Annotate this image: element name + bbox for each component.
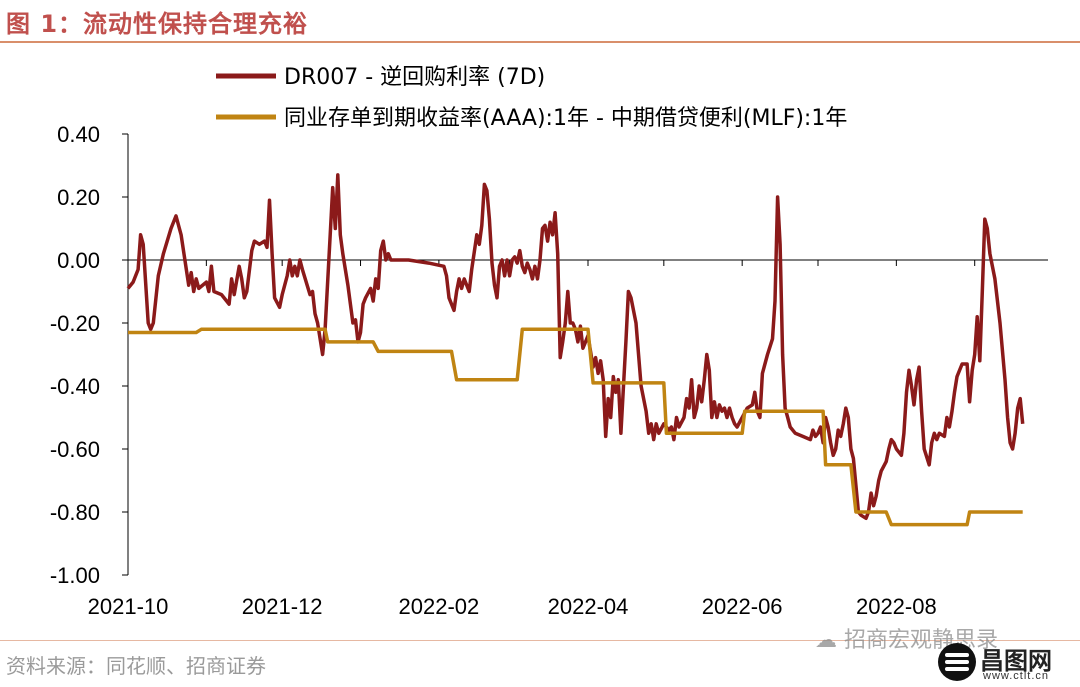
x-tick-label: 2022-02 <box>399 594 480 619</box>
legend-label-1: DR007 - 逆回购利率 (7D) <box>284 65 545 90</box>
y-tick-label: 0.20 <box>57 185 100 210</box>
x-tick-label: 2021-12 <box>242 594 323 619</box>
watermark-site-url: www.ctlt.cn <box>983 670 1050 682</box>
chart-legend: DR007 - 逆回购利率 (7D) 同业存单到期收益率(AAA):1年 - 中期… <box>216 65 847 131</box>
y-tick-label: 0.40 <box>57 122 100 147</box>
y-tick-label: -0.20 <box>50 311 100 336</box>
wechat-icon: ☁ <box>815 628 837 653</box>
y-tick-label: 0.00 <box>57 248 100 273</box>
source-rule <box>0 640 1080 641</box>
x-tick-label: 2022-04 <box>548 594 629 619</box>
series-line-1 <box>126 173 1025 521</box>
y-tick-label: -0.60 <box>50 437 100 462</box>
series-line-2 <box>128 327 1023 527</box>
watermark-wechat: ☁ 招商宏观静思录 <box>815 622 998 654</box>
title-rule <box>0 41 1080 43</box>
chart-axes: 0.40 0.20 0.00 -0.20 -0.40 -0.60 -0.80 -1.00 202… <box>50 122 1048 619</box>
y-tick-label: -0.40 <box>50 374 100 399</box>
y-tick-label: -1.00 <box>50 563 100 588</box>
line-chart: 0.40 0.20 0.00 -0.20 -0.40 -0.60 -0.80 -1.00 202… <box>50 65 1048 619</box>
legend-label-2: 同业存单到期收益率(AAA):1年 - 中期借贷便利(MLF):1年 <box>284 106 847 131</box>
source-note: 资料来源：同花顺、招商证券 <box>6 654 266 678</box>
x-tick-label: 2022-06 <box>702 594 783 619</box>
chart-series <box>126 173 1025 527</box>
site-logo-icon <box>938 643 976 681</box>
x-tick-label: 2022-08 <box>856 594 937 619</box>
watermark-wechat-text: 招商宏观静思录 <box>844 628 999 653</box>
x-tick-label: 2021-10 <box>88 594 169 619</box>
watermark-site-name: 昌图网 <box>980 647 1052 675</box>
figure-title: 图 1：流动性保持合理充裕 <box>6 10 309 38</box>
y-tick-label: -0.80 <box>50 500 100 525</box>
